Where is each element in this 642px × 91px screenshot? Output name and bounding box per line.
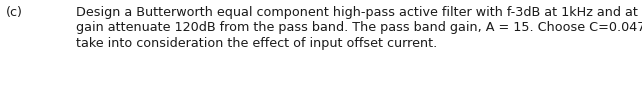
Text: take into consideration the effect of input offset current.: take into consideration the effect of in… xyxy=(76,37,437,50)
Text: (c): (c) xyxy=(6,6,23,19)
Text: Design a Butterworth equal component high-pass active filter with f-3dB at 1kHz : Design a Butterworth equal component hig… xyxy=(76,6,642,19)
Text: gain attenuate 120dB from the pass band. The pass band gain, A = 15. Choose C=0.: gain attenuate 120dB from the pass band.… xyxy=(76,21,642,34)
